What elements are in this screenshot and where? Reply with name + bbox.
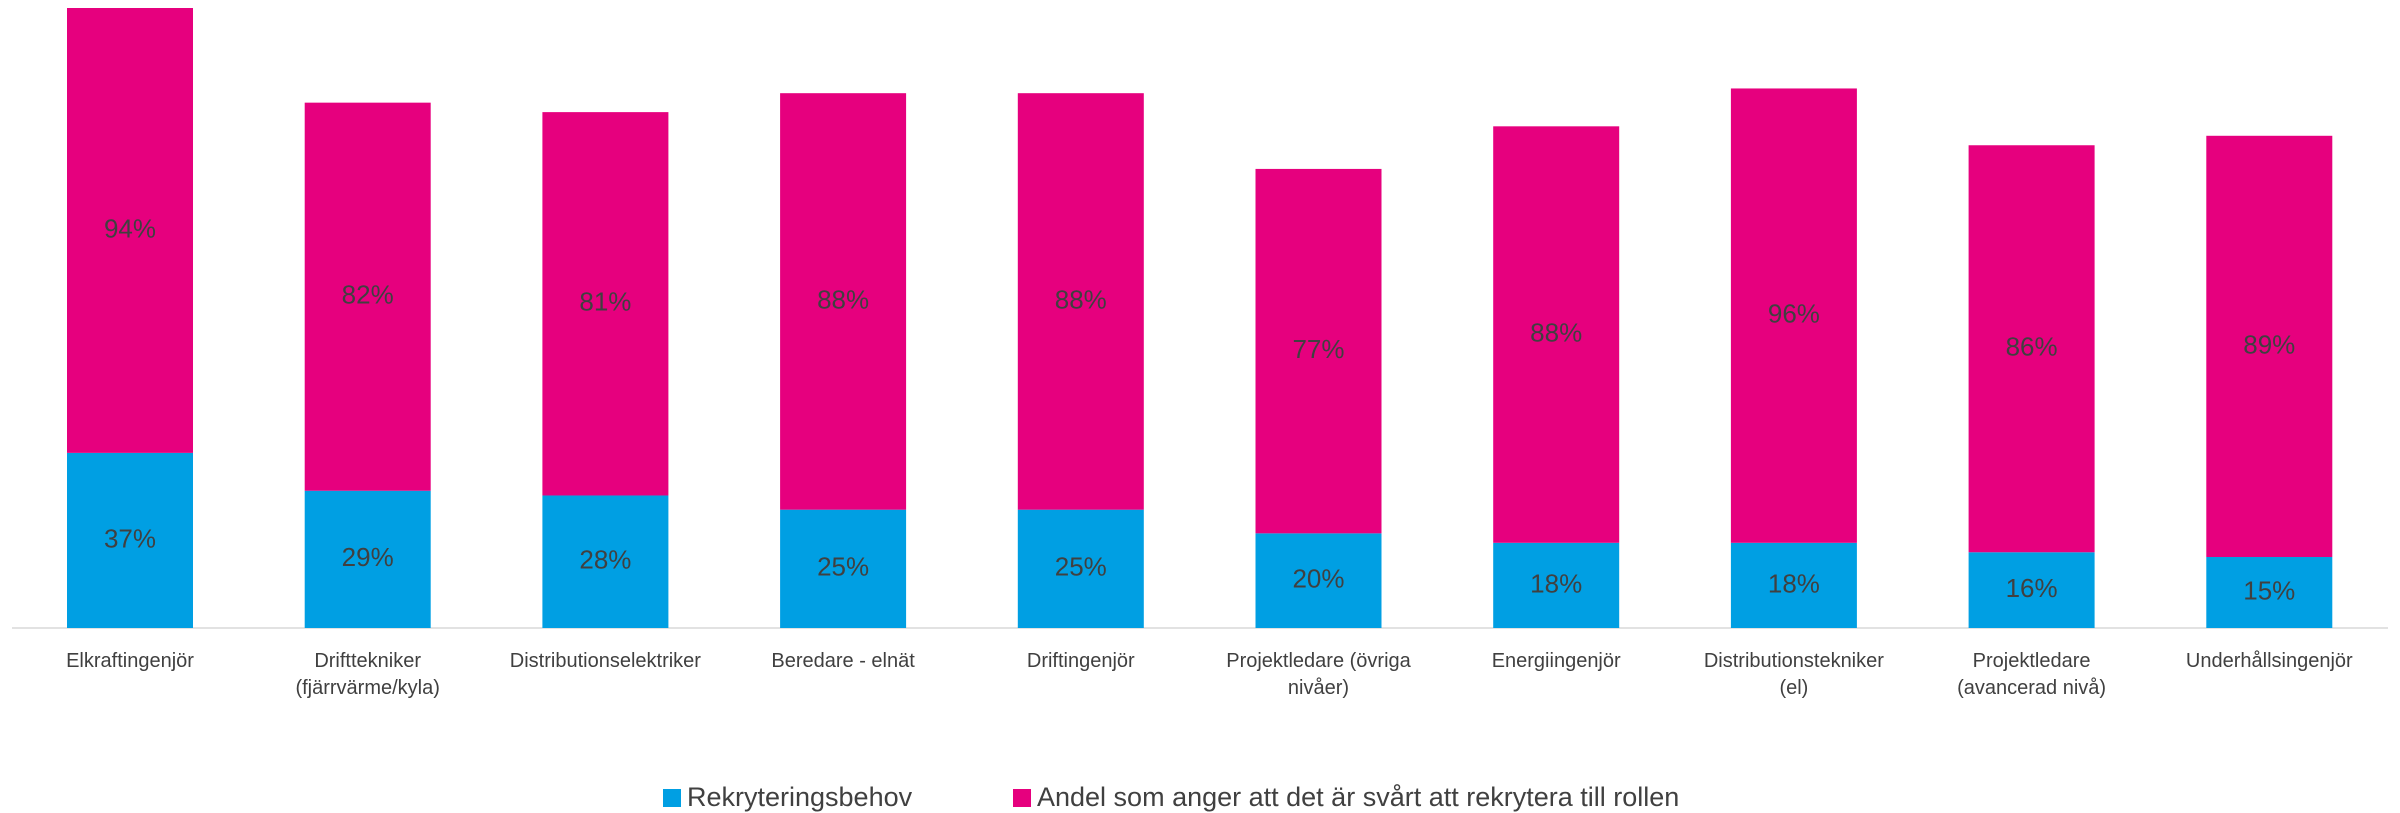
x-tick-label: Projektledare (avancerad nivå) [1957,650,2107,699]
data-label: 18% [1768,568,1820,598]
data-label: 25% [817,552,869,582]
data-label: 94% [104,213,156,243]
bar-segment [1730,88,1857,543]
data-label: 89% [2243,329,2295,359]
legend-label: Rekryteringsbehov [687,782,913,812]
data-label: 29% [342,542,394,572]
data-label: 15% [2243,575,2295,605]
data-label: 86% [2006,332,2058,362]
bar-segment [1730,542,1857,628]
bar-segment [1493,542,1620,628]
data-label: 20% [1292,564,1344,594]
bar-segment [1017,509,1144,628]
bar-segment [1493,126,1620,543]
bar-segment [304,102,431,491]
data-label: 18% [1530,568,1582,598]
bar-segment [542,112,669,496]
x-tick-label: Distributionstekniker (el) [1703,650,1884,699]
x-tick-label: Energiingenjör [1491,650,1621,672]
data-label: 96% [1768,299,1820,329]
data-label: 88% [817,284,869,314]
bar-segment [2206,135,2333,558]
x-tick-label: Distributionselektriker [509,650,701,672]
data-label: 25% [1055,552,1107,582]
bar-segment [67,8,193,453]
legend-label: Andel som anger att det är svårt att rek… [1037,782,1679,812]
bar-segment [2206,557,2333,628]
bar-segment [780,509,907,628]
x-tick-label: Beredare - elnät [771,650,915,672]
bar-segment [1968,145,2095,553]
data-label: 88% [1055,284,1107,314]
data-label: 77% [1292,334,1344,364]
bar-segment [542,495,669,628]
legend-swatch [1013,789,1031,807]
bar-segment [1255,533,1382,628]
bar-segment [780,93,907,510]
x-tick-label: Underhållsingenjör [2185,650,2353,672]
data-label: 88% [1530,317,1582,347]
x-tick-label: Projektledare (övriga nivåer) [1226,650,1411,699]
data-label: 81% [579,287,631,317]
bar-segment [1255,168,1382,534]
data-label: 82% [342,280,394,310]
bar-segment [304,490,431,628]
data-label: 37% [104,523,156,553]
x-tick-label: Driftingenjör [1026,650,1135,672]
bar-segment [67,452,193,628]
legend-swatch [663,789,681,807]
bar-segment [1017,93,1144,510]
data-label: 28% [579,545,631,575]
x-tick-label: Elkraftingenjör [66,650,194,672]
x-tick-label: Drifttekniker (fjärrvärme/kyla) [295,650,440,699]
data-label: 16% [2006,573,2058,603]
bar-segment [1968,552,2095,628]
